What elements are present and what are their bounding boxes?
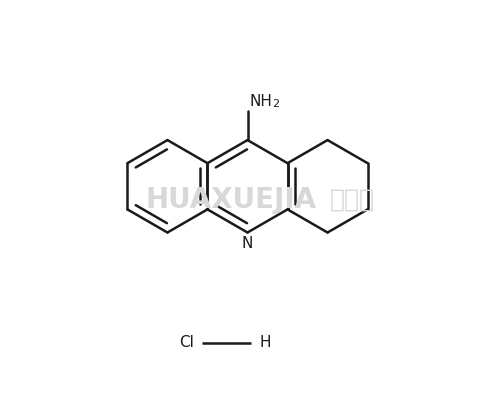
Text: 2: 2 <box>272 99 279 109</box>
Text: HUAXUEJIA: HUAXUEJIA <box>146 186 317 214</box>
Text: 化学加: 化学加 <box>330 188 375 212</box>
Text: H: H <box>259 336 271 350</box>
Text: Cl: Cl <box>179 336 194 350</box>
Text: N: N <box>242 236 253 251</box>
Text: NH: NH <box>249 94 272 109</box>
